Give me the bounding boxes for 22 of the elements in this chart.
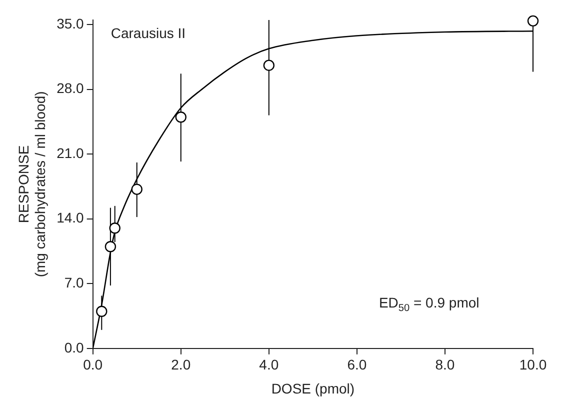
x-tick-label: 6.0 (347, 356, 367, 373)
point (104, 241, 116, 252)
y-tick-label: 35.0 (56, 15, 84, 32)
point (263, 60, 275, 71)
x-axis-title: DOSE (pmol) (271, 380, 355, 396)
y-tick-label: 28.0 (56, 80, 84, 96)
x-tick-label: 0.0 (83, 356, 103, 373)
y-tick-label: 0.0 (64, 339, 84, 356)
point (96, 306, 108, 317)
point (175, 112, 186, 123)
x-tick-label: 2.0 (171, 356, 191, 373)
y-tick-label: 21.0 (56, 144, 84, 161)
x-tick-label: 10.0 (519, 356, 547, 373)
y-axis-title: RESPONSE (mg carbohydrates / ml blood) (15, 91, 48, 278)
annotation: Carausius II (110, 24, 186, 41)
x-tick-label: 4.0 (259, 356, 279, 373)
x-tick-label: 8.0 (435, 356, 455, 373)
y-tick-label: 14.0 (56, 210, 84, 226)
point (527, 15, 539, 27)
y-tick-label: 7.0 (64, 274, 84, 291)
point (109, 222, 120, 234)
point (131, 184, 142, 195)
